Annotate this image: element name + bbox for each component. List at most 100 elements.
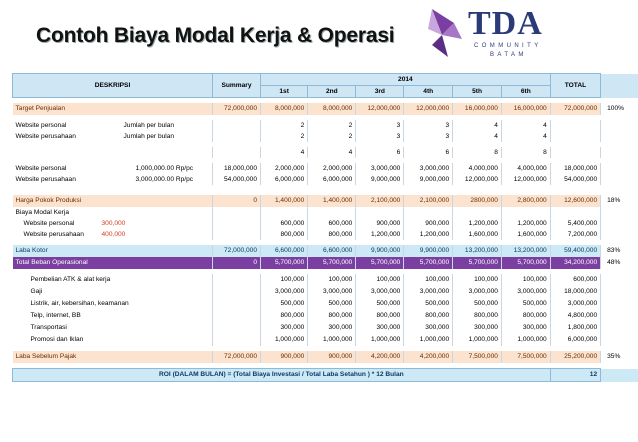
value-cell: 800,000 (307, 229, 357, 240)
row-label: Website perusahaan (15, 133, 76, 140)
table-row-op: Promosi dan Iklan 1,000,000 1,000,000 1,… (12, 334, 638, 346)
table-row-op: Pembelian ATK & alat kerja 100,000 100,0… (12, 274, 638, 286)
page-title: Contoh Biaya Modal Kerja & Operasi (36, 24, 395, 47)
value-cell: 2 (260, 131, 309, 142)
row-note: 1,000,000.00 Rp/pc (135, 165, 194, 172)
table-row-section: Biaya Modal Kerja (12, 207, 638, 218)
total-cell: 25,200,000 (550, 351, 602, 363)
value-cell: 8,000,000 (260, 103, 309, 115)
value-cell: 1,000,000 (307, 334, 357, 346)
value-cell: 5,700,000 (307, 257, 357, 269)
value-cell: 6,000,000 (260, 174, 309, 185)
header-deskripsi: DESKRIPSI (11, 73, 214, 98)
value-cell: 12,000,000 (403, 103, 454, 115)
pct-cell: 35% (600, 351, 638, 363)
row-label-with-note: Website personal Jumlah per bulan (12, 120, 214, 131)
value-cell: 300,000 (355, 322, 405, 334)
total-cell: 6,000,000 (550, 334, 602, 346)
value-cell: 500,000 (355, 298, 405, 310)
tda-logo: TDA COMMUNITY BATAM (424, 3, 574, 63)
row-label: Website personal (15, 165, 67, 172)
value-cell: 1,600,000 (501, 229, 551, 240)
total-cell: 18,000,000 (550, 286, 602, 298)
row-note: Jumlah per bulan (123, 133, 175, 140)
value-cell: 2800,000 (452, 195, 502, 207)
summary-cell: 72,000,000 (212, 103, 262, 115)
header-summary: Summary (212, 73, 262, 98)
value-cell: 300,000 (260, 322, 309, 334)
value-cell: 500,000 (307, 298, 357, 310)
value-cell: 100,000 (307, 274, 357, 286)
value-cell: 4 (501, 131, 551, 142)
value-cell: 6,600,000 (307, 245, 357, 257)
value-cell: 3 (403, 120, 454, 131)
tda-logo-icon (428, 9, 462, 57)
value-cell: 300,000 (307, 322, 357, 334)
value-cell: 1,400,000 (307, 195, 357, 207)
value-cell: 9,900,000 (355, 245, 405, 257)
value-cell: 800,000 (452, 310, 502, 322)
value-cell: 3,000,000 (403, 286, 454, 298)
table-row-sum: 4 4 6 6 8 8 (12, 147, 638, 158)
summary-cell: 18,000,000 (212, 163, 262, 174)
section-label: Biaya Modal Kerja (12, 207, 214, 218)
period-label: 5th (452, 85, 502, 98)
value-cell: 5,700,000 (452, 257, 502, 269)
header-year: 2014 (260, 73, 551, 86)
value-cell: 300,000 (452, 322, 502, 334)
value-cell: 12,000,000 (355, 103, 405, 115)
row-note: 3,000,000.00 Rp/pc (135, 176, 194, 183)
value-cell: 1,200,000 (501, 218, 551, 229)
row-label-with-note: Website perusahaan 3,000,000.00 Rp/pc (12, 174, 214, 185)
table-row-beban-operasional: Total Beban Operasional 0 5,700,000 5,70… (12, 257, 638, 269)
row-label: Telp, internet, BB (12, 310, 214, 322)
value-cell: 4 (501, 120, 551, 131)
value-cell: 3,000,000 (355, 286, 405, 298)
row-label-with-note: Website perusahaan 400,000 (12, 229, 214, 240)
value-cell: 4 (307, 147, 357, 158)
value-cell: 600,000 (307, 218, 357, 229)
value-cell: 1,000,000 (260, 334, 309, 346)
total-cell: 34,200,000 (550, 257, 602, 269)
value-cell: 2,100,000 (355, 195, 405, 207)
table-row: Website personal 1,000,000.00 Rp/pc 18,00… (12, 163, 638, 174)
value-cell: 5,700,000 (403, 257, 454, 269)
table-row: Website perusahaan Jumlah per bulan 2 2 3… (12, 131, 638, 142)
logo-name: TDA (468, 5, 543, 42)
value-cell: 800,000 (355, 310, 405, 322)
row-label: Laba Sebelum Pajak (12, 351, 214, 363)
pct-cell: 100% (600, 103, 638, 115)
value-cell: 7,500,000 (501, 351, 551, 363)
total-cell: 59,400,000 (550, 245, 602, 257)
value-cell: 4 (452, 131, 502, 142)
value-cell: 100,000 (452, 274, 502, 286)
value-cell: 9,000,000 (403, 174, 454, 185)
summary-cell: 0 (212, 195, 262, 207)
value-cell: 3 (355, 131, 405, 142)
period-header-row: 1st 2nd 3rd 4th 5th 6th (13, 85, 638, 98)
value-cell: 3,000,000 (403, 163, 454, 174)
row-label: Website personal (15, 122, 67, 129)
value-cell: 800,000 (260, 310, 309, 322)
row-label: Promosi dan Iklan (12, 334, 214, 346)
total-cell: 4,800,000 (550, 310, 602, 322)
value-cell: 900,000 (355, 218, 405, 229)
value-cell: 2 (260, 120, 309, 131)
value-cell: 13,200,000 (501, 245, 551, 257)
value-cell: 5,700,000 (501, 257, 551, 269)
row-label-with-note: Website personal 300,000 (12, 218, 214, 229)
table-row-op: Gaji 3,000,000 3,000,000 3,000,000 3,000… (12, 286, 638, 298)
row-label: Listrik, air, kebersihan, keamanan (12, 298, 214, 310)
value-cell: 9,000,000 (355, 174, 405, 185)
total-cell: 3,000,000 (550, 298, 602, 310)
roi-row: ROI (DALAM BULAN) = (Total Biaya Investa… (12, 368, 638, 382)
period-label: 6th (500, 85, 551, 98)
value-cell: 500,000 (260, 298, 309, 310)
total-cell: 7,200,000 (550, 229, 602, 240)
value-cell: 100,000 (355, 274, 405, 286)
value-cell: 5,700,000 (260, 257, 309, 269)
total-cell: 18,000,000 (550, 163, 602, 174)
value-cell: 1,000,000 (501, 334, 551, 346)
total-cell: 600,000 (550, 274, 602, 286)
value-cell: 3,000,000 (307, 286, 357, 298)
